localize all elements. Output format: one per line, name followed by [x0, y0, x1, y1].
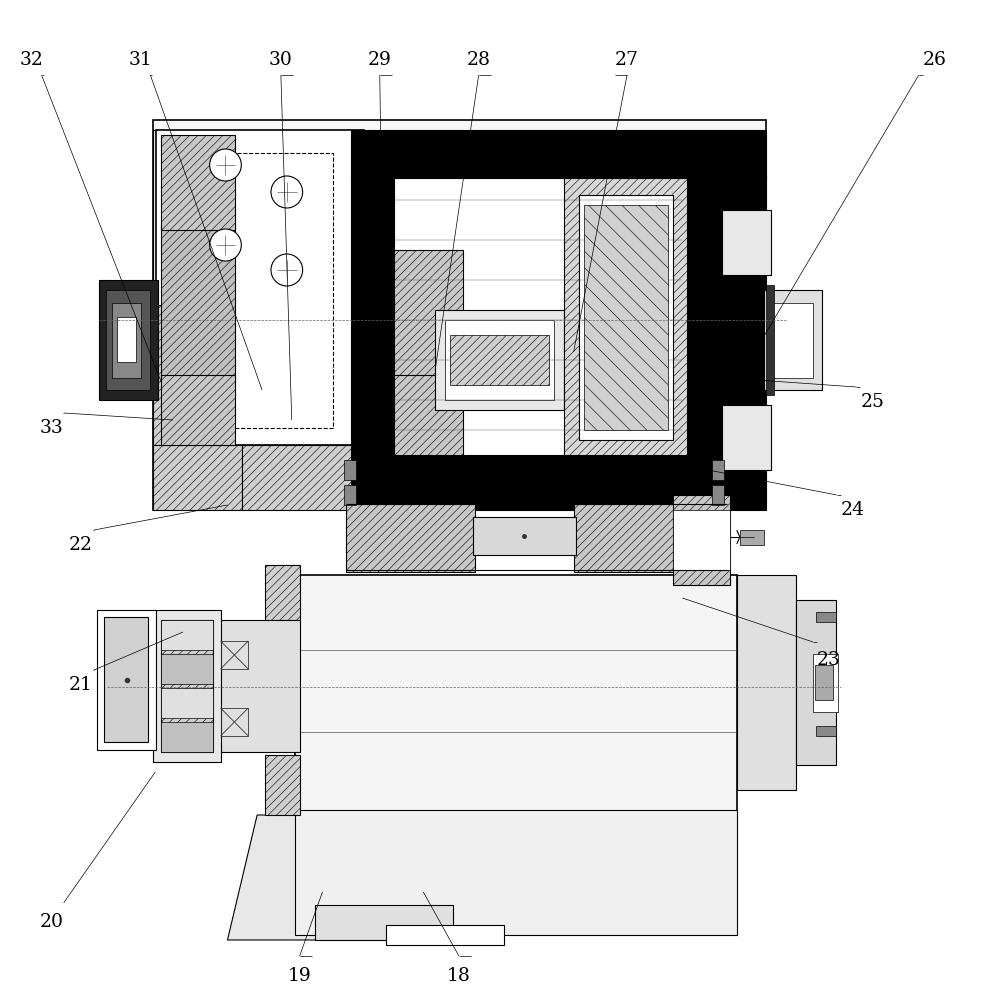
Bar	[161, 135, 235, 230]
Bar	[117, 317, 136, 362]
Bar	[216, 620, 300, 752]
Bar	[295, 810, 737, 935]
Bar	[161, 722, 213, 752]
Bar	[737, 575, 796, 790]
Bar	[574, 504, 702, 572]
Bar	[712, 485, 724, 505]
Bar	[722, 210, 771, 275]
Bar	[766, 285, 774, 395]
Bar	[435, 310, 564, 410]
Bar	[796, 600, 836, 765]
Circle shape	[210, 149, 241, 181]
Text: 20: 20	[40, 913, 63, 931]
Bar	[450, 335, 549, 385]
Bar	[161, 654, 213, 684]
Bar	[584, 205, 668, 430]
Bar	[394, 375, 463, 455]
Text: 27: 27	[615, 51, 639, 69]
Bar	[386, 925, 504, 945]
Bar	[579, 195, 673, 440]
Text: 29: 29	[368, 51, 392, 69]
Text: 21: 21	[69, 676, 93, 694]
Text: 22: 22	[69, 536, 93, 554]
Text: 19: 19	[288, 967, 312, 985]
Bar	[156, 130, 364, 445]
Bar	[344, 460, 356, 480]
Text: 23: 23	[817, 651, 841, 669]
Text: 31: 31	[129, 51, 152, 69]
Bar	[97, 610, 156, 750]
Bar	[242, 445, 351, 510]
Bar	[161, 225, 235, 380]
Bar	[712, 460, 724, 480]
Bar	[344, 485, 356, 505]
Text: 25: 25	[860, 393, 884, 411]
Bar	[346, 504, 475, 572]
Bar	[153, 305, 193, 445]
Bar	[816, 726, 836, 736]
Bar	[161, 688, 213, 718]
Bar	[153, 445, 242, 510]
Bar	[564, 178, 687, 455]
Circle shape	[271, 176, 303, 208]
Bar	[815, 665, 833, 700]
Bar	[351, 130, 766, 180]
Bar	[473, 517, 576, 555]
Bar	[106, 290, 150, 390]
Bar	[764, 290, 822, 390]
Bar	[394, 178, 683, 455]
Circle shape	[271, 254, 303, 286]
Text: 18: 18	[447, 967, 471, 985]
Circle shape	[210, 229, 241, 261]
Text: 24: 24	[841, 501, 864, 519]
Bar	[351, 175, 396, 460]
Bar	[740, 530, 764, 545]
Bar	[161, 375, 235, 445]
Text: 33: 33	[40, 419, 63, 437]
Bar	[99, 280, 158, 400]
Bar	[394, 250, 463, 380]
Bar	[722, 405, 771, 470]
Bar	[673, 510, 730, 570]
Text: 30: 30	[269, 51, 293, 69]
Bar	[351, 455, 766, 510]
Bar	[445, 320, 554, 400]
Bar	[170, 153, 333, 428]
Bar	[221, 708, 248, 736]
Bar	[153, 610, 221, 762]
Bar	[673, 495, 730, 585]
Bar	[265, 565, 300, 620]
Bar	[153, 120, 766, 510]
Bar	[161, 620, 213, 650]
Bar	[153, 130, 356, 445]
Bar	[104, 617, 148, 742]
Text: 28: 28	[467, 51, 491, 69]
Bar	[773, 303, 813, 378]
Bar	[816, 612, 836, 622]
Bar	[682, 175, 766, 460]
Text: 26: 26	[923, 51, 946, 69]
Bar	[315, 905, 453, 940]
Bar	[221, 641, 248, 669]
Polygon shape	[227, 815, 316, 940]
Bar	[813, 654, 838, 712]
Text: 32: 32	[20, 51, 44, 69]
Bar	[161, 620, 213, 752]
Bar	[265, 755, 300, 815]
Bar	[112, 303, 141, 378]
Bar	[295, 575, 737, 815]
